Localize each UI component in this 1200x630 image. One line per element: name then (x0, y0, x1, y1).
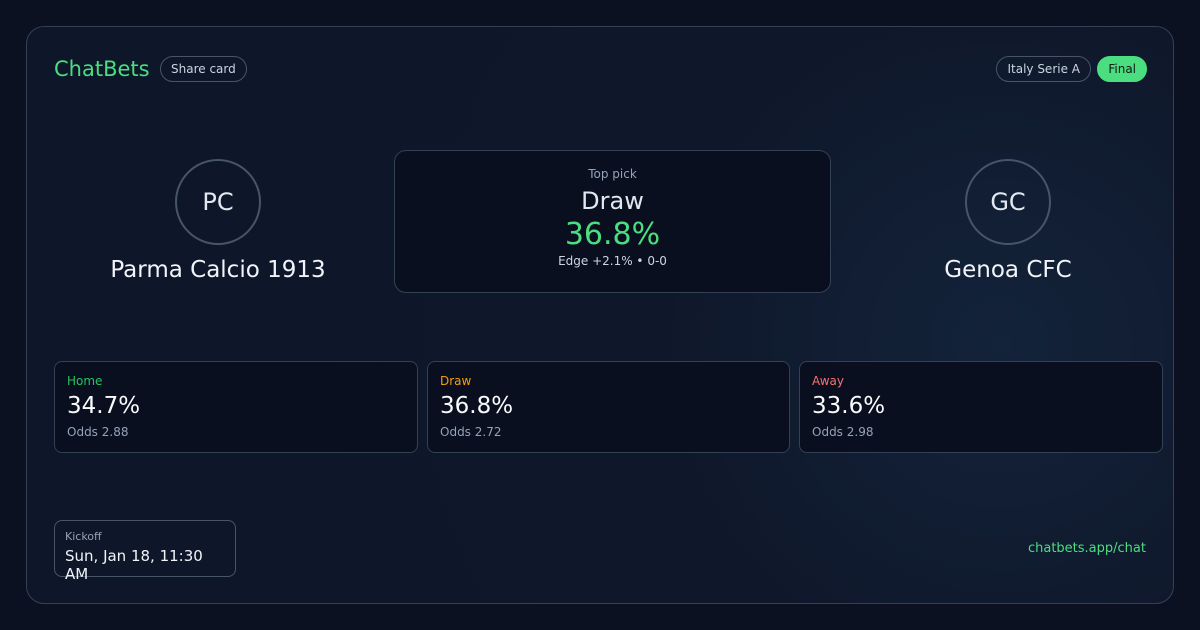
outcome-label: Away (812, 374, 844, 388)
top-pick-panel: Top pick Draw 36.8% Edge +2.1% • 0-0 (394, 150, 831, 293)
home-avatar: PC (175, 159, 261, 245)
outcome-odds: Odds 2.72 (440, 425, 502, 439)
home-team-name: Parma Calcio 1913 (110, 257, 326, 283)
away-avatar: GC (965, 159, 1051, 245)
match-card: ChatBets Share card Italy Serie A Final … (26, 26, 1174, 604)
outcome-probability: 36.8% (440, 393, 514, 419)
status-badge: Final (1097, 56, 1147, 82)
brand-logo: ChatBets (54, 57, 150, 81)
top-pick-label: Top pick (588, 167, 637, 181)
top-pick-detail: Edge +2.1% • 0-0 (558, 254, 667, 268)
share-card-button[interactable]: Share card (160, 56, 247, 82)
outcome-label: Home (67, 374, 103, 388)
away-team: GC Genoa CFC (858, 159, 1158, 283)
outcome-away: Away 33.6% Odds 2.98 (799, 361, 1163, 453)
kickoff-label: Kickoff (65, 530, 102, 543)
top-pick-probability: 36.8% (564, 217, 661, 252)
outcome-odds: Odds 2.88 (67, 425, 129, 439)
chat-link[interactable]: chatbets.app/chat (1027, 541, 1146, 556)
kickoff-box: Kickoff Sun, Jan 18, 11:30 AM (54, 520, 236, 583)
outcome-label: Draw (440, 374, 472, 388)
outcome-odds: Odds 2.98 (812, 425, 874, 439)
top-pick-selection: Draw (581, 187, 644, 215)
outcome-probability: 33.6% (812, 393, 886, 419)
away-team-name: Genoa CFC (944, 257, 1072, 283)
outcome-probability: 34.7% (67, 393, 141, 419)
outcome-draw: Draw 36.8% Odds 2.72 (427, 361, 790, 453)
outcome-home: Home 34.7% Odds 2.88 (54, 361, 418, 453)
kickoff-value: Sun, Jan 18, 11:30 AM (65, 547, 203, 583)
home-team: PC Parma Calcio 1913 (68, 159, 368, 283)
league-badge: Italy Serie A (996, 56, 1091, 82)
